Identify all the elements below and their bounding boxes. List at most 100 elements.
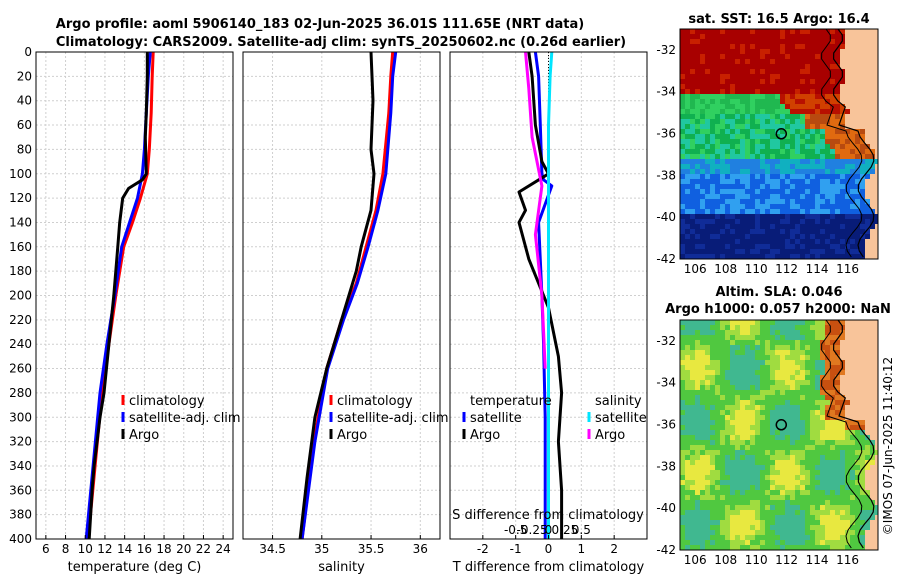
map-cell [845,54,851,60]
map-cell [745,480,751,486]
map-cell [815,204,821,210]
map-cell [870,199,876,205]
map-cell [685,114,691,120]
map-cell [870,189,876,195]
map-cell [705,450,711,456]
map-cell [815,395,821,401]
map-cell [845,169,851,175]
map-cell [715,380,721,386]
map-cell [835,39,841,45]
map-cell [680,365,686,371]
map-cell [770,49,776,55]
map-cell [795,194,801,200]
map-lat-label: -42 [656,543,676,557]
map-cell [825,84,831,90]
legend-label: Argo [337,428,367,443]
map-cell [750,340,756,346]
map-cell [775,69,781,75]
map-cell [865,29,871,35]
y-tick-label: 100 [9,167,32,181]
map-cell [755,485,761,491]
map-cell [695,159,701,165]
map-cell [875,335,878,341]
map-cell [745,54,751,60]
map-cell [735,465,741,471]
map-cell [715,164,721,170]
map-cell [760,395,766,401]
map-cell [715,104,721,110]
map-cell [690,179,696,185]
map-cell [820,29,826,35]
map-cell [710,385,716,391]
map-cell [725,69,731,75]
map-cell [875,330,878,336]
map-cell [765,94,771,100]
map-cell [855,119,861,125]
map-cell [860,214,866,220]
coastline-contour [832,320,875,549]
map-cell [710,179,716,185]
map-cell [790,350,796,356]
map-cell [780,430,786,436]
map-cell [760,330,766,336]
map-cell [715,395,721,401]
map-cell [735,79,741,85]
map-cell [815,29,821,35]
map-cell [735,335,741,341]
map-cell [775,194,781,200]
map-cell [775,355,781,361]
map-cell [735,520,741,526]
map-cell [765,535,771,541]
map-cell [720,144,726,150]
map-cell [810,144,816,150]
map-cell [745,440,751,446]
map-cell [720,94,726,100]
map-cell [875,510,878,516]
map-cell [745,114,751,120]
map-cell [830,219,836,225]
map-cell [805,69,811,75]
map-cell [875,169,878,175]
map-cell [825,510,831,516]
map-cell [860,470,866,476]
map-cell [725,325,731,331]
map-cell [840,29,846,35]
map-cell [870,74,876,80]
map-cell [830,425,836,431]
map-cell [785,330,791,336]
map-cell [795,54,801,60]
map-cell [855,510,861,516]
map-cell [690,29,696,35]
map-cell [835,450,841,456]
map-cell [765,39,771,45]
map-cell [765,395,771,401]
map-cell [720,149,726,155]
map-cell [680,525,686,531]
map-cell [820,234,826,240]
map-cell [725,249,731,255]
map-cell [685,194,691,200]
map-cell [750,244,756,250]
map-cell [825,49,831,55]
map-cell [820,380,826,386]
map-cell [685,365,691,371]
map-cell [835,385,841,391]
map-cell [845,340,851,346]
map-cell [710,144,716,150]
map-cell [725,330,731,336]
map-cell [785,515,791,521]
map-cell [825,370,831,376]
map-cell [680,400,686,406]
map-cell [815,400,821,406]
map-cell [755,239,761,245]
map-cell [735,375,741,381]
map-cell [875,84,878,90]
map-cell [765,335,771,341]
map-cell [765,224,771,230]
map-cell [710,199,716,205]
map-cell [745,214,751,220]
map-cell [775,169,781,175]
map-cell [875,365,878,371]
map-cell [860,234,866,240]
map-lat-label: -40 [656,501,676,515]
